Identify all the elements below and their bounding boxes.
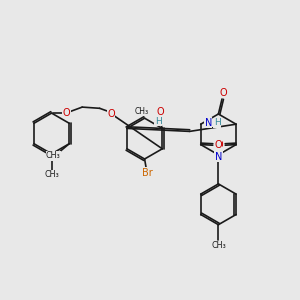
Text: CH₃: CH₃ (211, 241, 226, 250)
Text: O: O (215, 140, 223, 150)
Text: N: N (205, 118, 212, 128)
Text: CH₃: CH₃ (44, 170, 59, 179)
Text: O: O (214, 140, 222, 150)
Text: O: O (107, 109, 115, 119)
Text: N: N (215, 152, 222, 162)
Text: H: H (214, 118, 220, 127)
Text: O: O (63, 107, 70, 118)
Text: CH₃: CH₃ (46, 151, 61, 160)
Text: O: O (157, 106, 165, 117)
Text: H: H (155, 117, 162, 126)
Text: O: O (220, 88, 228, 98)
Text: CH₃: CH₃ (134, 107, 148, 116)
Text: Br: Br (142, 167, 152, 178)
